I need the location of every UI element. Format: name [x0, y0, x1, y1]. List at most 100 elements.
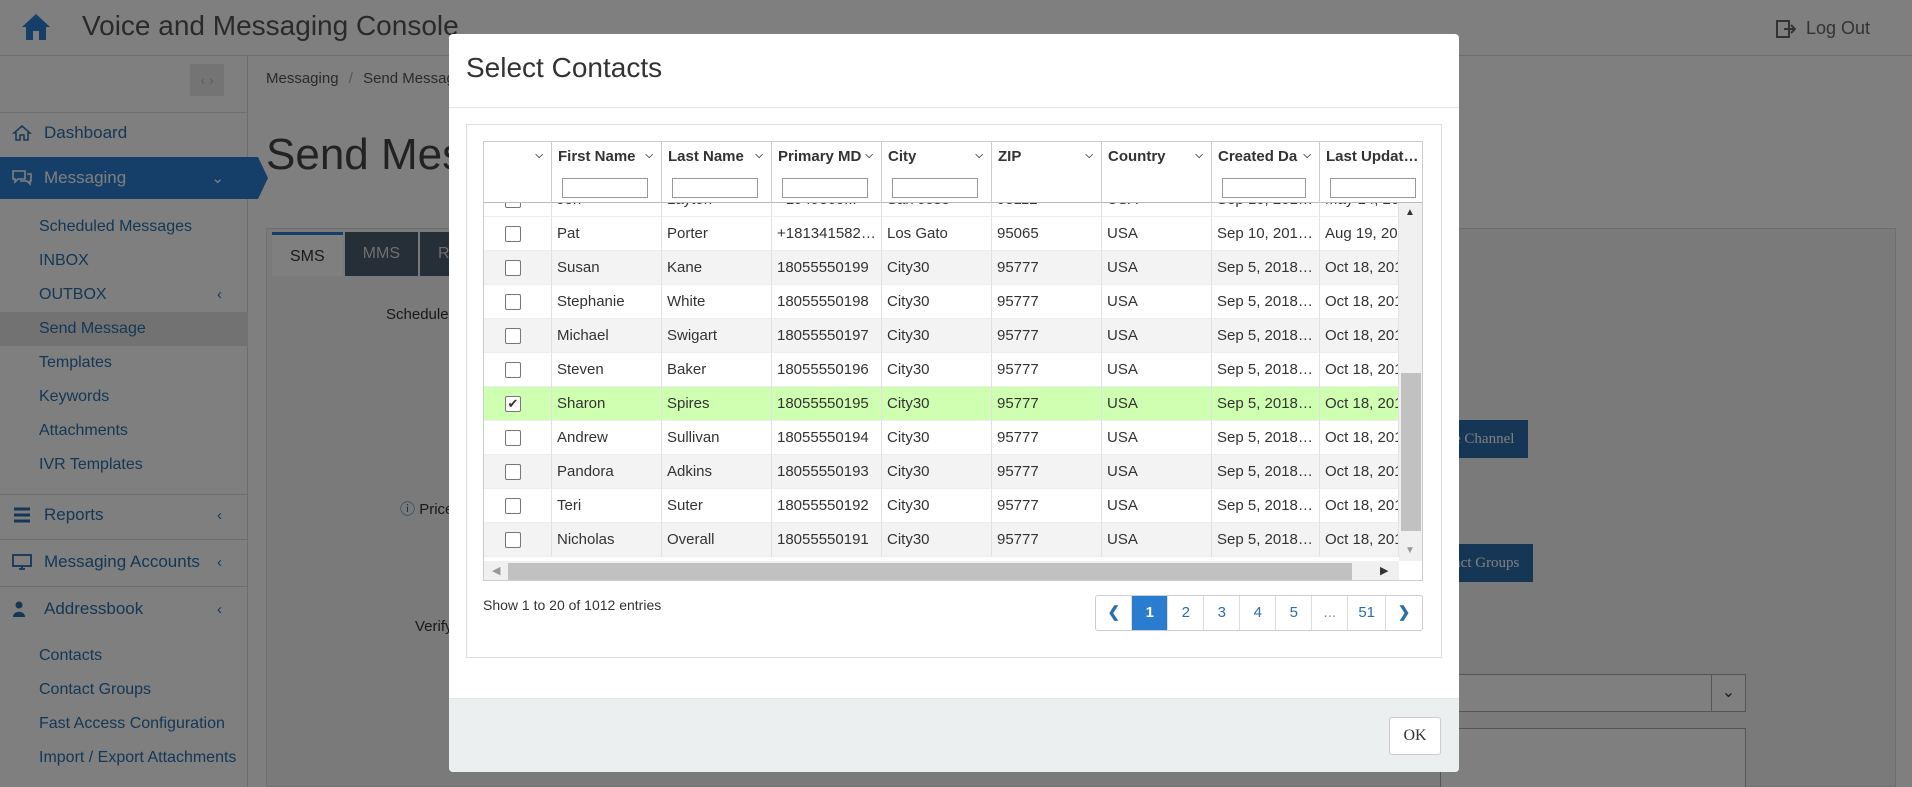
row-select-cell[interactable]: ✔: [484, 387, 552, 421]
row-checkbox[interactable]: [505, 226, 521, 242]
row-select-cell[interactable]: [484, 285, 552, 319]
next-page-button[interactable]: ❯: [1386, 596, 1422, 630]
cell-city: San Jose: [882, 203, 992, 217]
row-select-cell[interactable]: [484, 353, 552, 387]
table-row[interactable]: Michael Swigart 18055550197 City30 95777 USA S…: [484, 319, 1399, 353]
row-checkbox[interactable]: [505, 498, 521, 514]
row-checkbox[interactable]: [505, 362, 521, 378]
cell-city: City30: [882, 251, 992, 285]
table-row[interactable]: Stephanie White 18055550198 City30 95777 USA S…: [484, 285, 1399, 319]
scroll-down-icon[interactable]: ▼: [1405, 545, 1415, 556]
header-last-name[interactable]: Last Name ⌵: [662, 142, 772, 203]
table-row[interactable]: Nicholas Overall 18055550191 City30 95777 USA…: [484, 523, 1399, 557]
page-ellipsis: ...: [1312, 596, 1349, 630]
header-zip[interactable]: ZIP ⌵: [992, 142, 1102, 203]
page-button[interactable]: 51: [1348, 596, 1386, 630]
page-button[interactable]: 3: [1204, 596, 1241, 630]
column-menu-icon[interactable]: ⌵: [1085, 150, 1093, 161]
cell-country: USA: [1102, 285, 1212, 319]
row-checkbox[interactable]: [505, 294, 521, 310]
horizontal-scroll-thumb[interactable]: [508, 563, 1352, 580]
row-select-cell[interactable]: [484, 421, 552, 455]
ok-button[interactable]: OK: [1389, 717, 1441, 755]
pagination: ❮ 1 2 3 4 5 ... 51 ❯: [1095, 595, 1423, 631]
table-row[interactable]: Teri Suter 18055550192 City30 95777 USA Sep 5,…: [484, 489, 1399, 523]
cell-last: Kane: [662, 251, 772, 285]
table-row[interactable]: Susan Kane 18055550199 City30 95777 USA Sep 5,…: [484, 251, 1399, 285]
table-row[interactable]: Pandora Adkins 18055550193 City30 95777 USA Se…: [484, 455, 1399, 489]
row-checkbox[interactable]: [505, 430, 521, 446]
row-checkbox[interactable]: ✔: [505, 396, 521, 412]
filter-last-updated-input[interactable]: [1330, 178, 1416, 198]
cell-last: Adkins: [662, 455, 772, 489]
row-select-cell[interactable]: [484, 489, 552, 523]
scroll-up-icon[interactable]: ▲: [1405, 207, 1415, 218]
header-label: Country: [1108, 148, 1166, 165]
filter-city-input[interactable]: [892, 178, 978, 198]
select-contacts-modal: Select Contacts ⌵ First Name ⌵ Last Name…: [449, 34, 1459, 772]
column-menu-icon[interactable]: ⌵: [975, 150, 983, 161]
vertical-scrollbar[interactable]: ▲ ▼: [1399, 203, 1422, 561]
cell-country: USA: [1102, 421, 1212, 455]
filter-primary-mdn-input[interactable]: [782, 178, 868, 198]
cell-first: Jon: [552, 203, 662, 217]
page-button[interactable]: 5: [1276, 596, 1313, 630]
header-primary-mdn[interactable]: Primary MD ⌵: [772, 142, 882, 203]
row-checkbox[interactable]: [505, 203, 521, 208]
horizontal-scrollbar[interactable]: ◀ ▶: [484, 561, 1399, 580]
cell-updated: Oct 18, 201: [1320, 523, 1399, 557]
table-row[interactable]: JonLayton+1949360...San Jose95112USASep …: [484, 203, 1399, 217]
cell-country: USA: [1102, 455, 1212, 489]
row-select-cell[interactable]: [484, 203, 552, 217]
row-select-cell[interactable]: [484, 455, 552, 489]
cell-last: White: [662, 285, 772, 319]
column-menu-icon[interactable]: ⌵: [1303, 150, 1311, 161]
page-button[interactable]: 1: [1132, 596, 1169, 630]
header-city[interactable]: City ⌵: [882, 142, 992, 203]
cell-updated: Aug 19, 201: [1320, 217, 1399, 251]
row-select-cell[interactable]: [484, 319, 552, 353]
header-first-name[interactable]: First Name ⌵: [552, 142, 662, 203]
filter-created-date-input[interactable]: [1222, 178, 1306, 198]
row-select-cell[interactable]: [484, 217, 552, 251]
header-created-date[interactable]: Created Da ⌵: [1212, 142, 1320, 203]
cell-updated: May 14, 201: [1320, 203, 1399, 217]
table-row[interactable]: Andrew Sullivan 18055550194 City30 95777 USA S…: [484, 421, 1399, 455]
page-button[interactable]: 4: [1240, 596, 1277, 630]
filter-first-name-input[interactable]: [562, 178, 648, 198]
cell-last: Suter: [662, 489, 772, 523]
cell-created: Sep 5, 2018…: [1212, 523, 1320, 557]
row-select-cell[interactable]: [484, 251, 552, 285]
cell-last: Layton: [662, 203, 772, 217]
cell-mdn: 18055550193: [772, 455, 882, 489]
cell-updated: Oct 18, 201: [1320, 489, 1399, 523]
row-select-cell[interactable]: [484, 523, 552, 557]
row-checkbox[interactable]: [505, 532, 521, 548]
column-menu-icon[interactable]: ⌵: [755, 150, 763, 161]
table-row[interactable]: ✔ Sharon Spires 18055550195 City30 95777 USA Se…: [484, 387, 1399, 421]
chevron-left-icon: ❮: [1107, 604, 1121, 621]
column-menu-icon[interactable]: ⌵: [1195, 150, 1203, 161]
table-row[interactable]: Steven Baker 18055550196 City30 95777 USA Sep …: [484, 353, 1399, 387]
table-row[interactable]: Pat Porter +181341582… Los Gato 95065 USA Sep …: [484, 217, 1399, 251]
column-menu-icon[interactable]: ⌵: [865, 150, 873, 161]
cell-zip: 95777: [992, 523, 1102, 557]
column-menu-icon[interactable]: ⌵: [645, 150, 653, 161]
select-all-header[interactable]: ⌵: [484, 142, 552, 203]
cell-created: Sep 5, 2018…: [1212, 455, 1320, 489]
header-last-updated[interactable]: Last Updat…: [1320, 142, 1422, 203]
cell-country: USA: [1102, 217, 1212, 251]
prev-page-button[interactable]: ❮: [1096, 596, 1133, 630]
column-menu-icon[interactable]: ⌵: [535, 150, 543, 161]
header-country[interactable]: Country ⌵: [1102, 142, 1212, 203]
row-checkbox[interactable]: [505, 260, 521, 276]
modal-footer: OK: [449, 698, 1459, 772]
vertical-scroll-thumb[interactable]: [1401, 373, 1421, 531]
scroll-left-icon[interactable]: ◀: [492, 565, 501, 577]
row-checkbox[interactable]: [505, 464, 521, 480]
cell-updated: Oct 18, 201: [1320, 319, 1399, 353]
row-checkbox[interactable]: [505, 328, 521, 344]
page-button[interactable]: 2: [1168, 596, 1205, 630]
filter-last-name-input[interactable]: [672, 178, 758, 198]
scroll-right-icon[interactable]: ▶: [1380, 565, 1389, 577]
